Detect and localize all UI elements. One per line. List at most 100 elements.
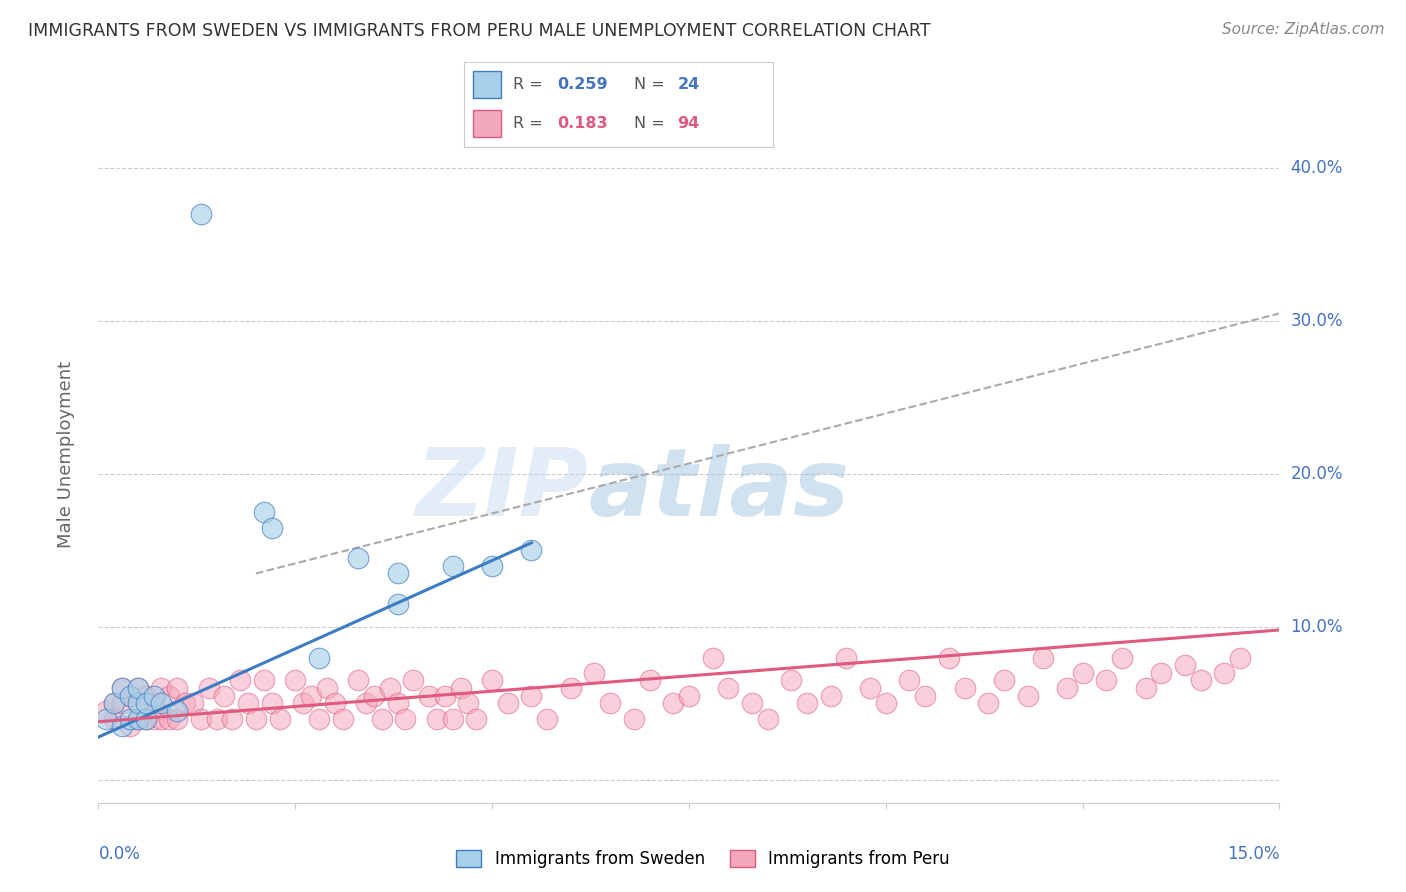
Point bbox=[1095, 673, 1118, 688]
Text: 30.0%: 30.0% bbox=[1291, 312, 1343, 330]
Text: R =: R = bbox=[513, 77, 548, 92]
Point bbox=[135, 697, 157, 711]
Point bbox=[142, 712, 165, 726]
Point bbox=[1150, 665, 1173, 680]
FancyBboxPatch shape bbox=[474, 110, 501, 137]
Text: IMMIGRANTS FROM SWEDEN VS IMMIGRANTS FROM PERU MALE UNEMPLOYMENT CORRELATION CHA: IMMIGRANTS FROM SWEDEN VS IMMIGRANTS FRO… bbox=[28, 22, 931, 40]
Text: 10.0%: 10.0% bbox=[1291, 618, 1343, 636]
Point bbox=[1189, 673, 1212, 688]
Point bbox=[898, 673, 921, 688]
Text: 0.0%: 0.0% bbox=[98, 845, 141, 863]
Point bbox=[260, 697, 283, 711]
Point bbox=[1056, 681, 1078, 695]
Legend: Immigrants from Sweden, Immigrants from Peru: Immigrants from Sweden, Immigrants from … bbox=[450, 843, 956, 875]
Point bbox=[181, 697, 204, 711]
Point bbox=[1213, 665, 1236, 680]
Text: 24: 24 bbox=[678, 77, 700, 92]
Point bbox=[166, 681, 188, 695]
Point bbox=[174, 697, 197, 711]
Point bbox=[205, 712, 228, 726]
Point bbox=[308, 650, 330, 665]
Point bbox=[741, 697, 763, 711]
Point bbox=[433, 689, 456, 703]
Point bbox=[347, 673, 370, 688]
Point bbox=[157, 689, 180, 703]
Point bbox=[465, 712, 488, 726]
Point bbox=[118, 712, 141, 726]
Text: atlas: atlas bbox=[589, 443, 849, 536]
Point bbox=[387, 597, 409, 611]
Point bbox=[150, 697, 173, 711]
Point bbox=[127, 712, 149, 726]
Point bbox=[111, 681, 134, 695]
Point bbox=[127, 681, 149, 695]
Text: 0.183: 0.183 bbox=[557, 116, 607, 131]
Point bbox=[1135, 681, 1157, 695]
Point bbox=[323, 697, 346, 711]
Point bbox=[756, 712, 779, 726]
Point bbox=[371, 712, 394, 726]
Point bbox=[402, 673, 425, 688]
Point bbox=[835, 650, 858, 665]
Point bbox=[111, 719, 134, 733]
Point bbox=[103, 712, 125, 726]
Point bbox=[796, 697, 818, 711]
Y-axis label: Male Unemployment: Male Unemployment bbox=[56, 361, 75, 549]
Point bbox=[284, 673, 307, 688]
Point bbox=[253, 505, 276, 519]
Point bbox=[496, 697, 519, 711]
Point bbox=[953, 681, 976, 695]
Point bbox=[1229, 650, 1251, 665]
Point bbox=[118, 689, 141, 703]
Point bbox=[1111, 650, 1133, 665]
Point bbox=[441, 712, 464, 726]
Point bbox=[127, 697, 149, 711]
Point bbox=[150, 681, 173, 695]
Point bbox=[118, 689, 141, 703]
Point bbox=[315, 681, 337, 695]
Point bbox=[150, 712, 173, 726]
Point bbox=[678, 689, 700, 703]
Point bbox=[1017, 689, 1039, 703]
Point bbox=[426, 712, 449, 726]
Point bbox=[441, 558, 464, 573]
Point bbox=[142, 697, 165, 711]
Point bbox=[780, 673, 803, 688]
Point bbox=[166, 704, 188, 718]
Point bbox=[993, 673, 1015, 688]
Point bbox=[583, 665, 606, 680]
Point bbox=[717, 681, 740, 695]
Point bbox=[662, 697, 685, 711]
Point bbox=[1174, 658, 1197, 673]
Point bbox=[103, 697, 125, 711]
Point bbox=[363, 689, 385, 703]
Text: N =: N = bbox=[634, 77, 671, 92]
Point bbox=[96, 704, 118, 718]
Point bbox=[347, 551, 370, 566]
Text: Source: ZipAtlas.com: Source: ZipAtlas.com bbox=[1222, 22, 1385, 37]
Point bbox=[938, 650, 960, 665]
Point bbox=[190, 712, 212, 726]
Point bbox=[214, 689, 236, 703]
Point bbox=[135, 689, 157, 703]
Point bbox=[1071, 665, 1094, 680]
Point bbox=[859, 681, 882, 695]
Text: 20.0%: 20.0% bbox=[1291, 465, 1343, 483]
Point bbox=[127, 697, 149, 711]
Point bbox=[245, 712, 267, 726]
Point bbox=[103, 697, 125, 711]
Point bbox=[536, 712, 558, 726]
Text: 94: 94 bbox=[678, 116, 700, 131]
Point bbox=[135, 712, 157, 726]
Point bbox=[481, 673, 503, 688]
Point bbox=[354, 697, 377, 711]
Point bbox=[111, 681, 134, 695]
Point bbox=[1032, 650, 1054, 665]
Point bbox=[221, 712, 243, 726]
Point bbox=[157, 712, 180, 726]
FancyBboxPatch shape bbox=[474, 71, 501, 98]
Text: 40.0%: 40.0% bbox=[1291, 159, 1343, 178]
Point bbox=[820, 689, 842, 703]
Text: R =: R = bbox=[513, 116, 548, 131]
Text: 15.0%: 15.0% bbox=[1227, 845, 1279, 863]
